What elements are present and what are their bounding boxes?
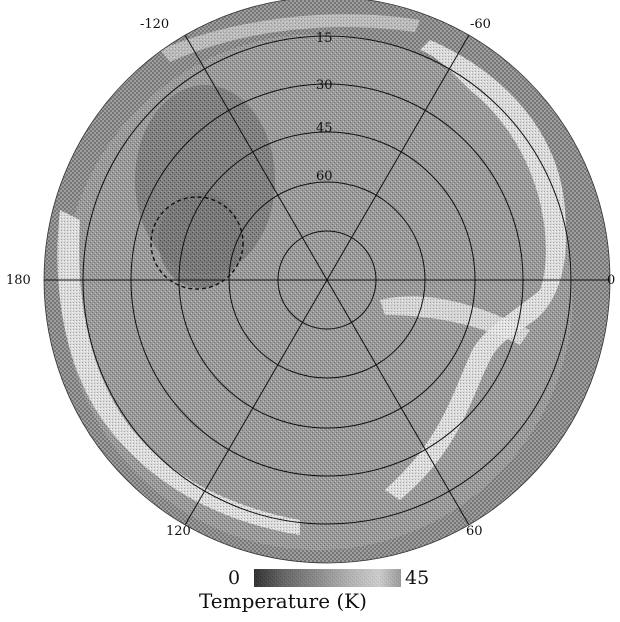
lon-label-top-right: -60 [470, 17, 491, 32]
map-outline [43, 0, 611, 564]
lat-label-15: 15 [316, 31, 333, 46]
longitude-labels: -120 -60 180 0 120 60 [6, 17, 615, 539]
lat-label-30: 30 [316, 78, 333, 93]
lon-label-right: 0 [607, 273, 615, 288]
lat-label-45: 45 [316, 121, 333, 136]
meridian-neg120-60 [184, 34, 470, 526]
colorbar-min-label: 0 [228, 567, 240, 589]
warm-streak-right [380, 296, 530, 345]
colorbar: 0 45 Temperature (K) [199, 567, 429, 613]
lat-label-60: 60 [316, 169, 333, 184]
warm-top-edge [160, 14, 420, 62]
colorbar-title: Temperature (K) [199, 589, 367, 613]
latitude-labels: 15 30 45 60 [316, 31, 333, 184]
lon-label-bottom-left: 120 [166, 524, 191, 539]
lon-label-top-left: -120 [140, 17, 169, 32]
lon-label-left: 180 [6, 273, 31, 288]
colorbar-max-label: 45 [405, 567, 429, 589]
map-disc [44, 0, 610, 563]
dashed-circle-feature [150, 196, 244, 290]
meridian-grid [44, 34, 610, 526]
lon-label-bottom-right: 60 [466, 524, 483, 539]
